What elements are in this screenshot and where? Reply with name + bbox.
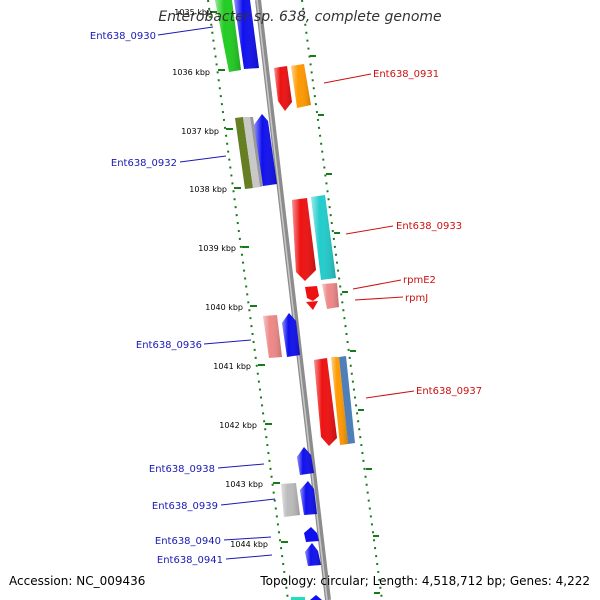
gene-arrow-olive[interactable] (235, 117, 253, 189)
leader-0941 (225, 554, 273, 560)
gene-arrow-red-tiny[interactable] (306, 301, 318, 310)
kbp-label-1038: 1038 kbp (189, 185, 227, 194)
leader-0939 (220, 498, 276, 506)
gene-arrow-blue[interactable] (310, 595, 322, 600)
leader-0932 (179, 155, 227, 163)
gene-label-rpmE2[interactable]: rpmE2 (403, 275, 436, 286)
leader-rpmJ (354, 296, 404, 301)
gene-label-0939[interactable]: Ent638_0939 (152, 501, 218, 512)
gene-label-0932[interactable]: Ent638_0932 (111, 158, 177, 169)
gene-label-rpmJ[interactable]: rpmJ (405, 293, 428, 304)
gene-arrow-blue-shade (282, 313, 300, 357)
gene-block-rpm[interactable] (305, 283, 339, 310)
gene-block-0940[interactable] (304, 527, 319, 542)
gene-labels-red: Ent638_0931 Ent638_0933 rpmE2 rpmJ Ent63… (373, 69, 482, 397)
topology-text: Topology: circular; Length: 4,518,712 bp… (260, 574, 590, 588)
gene-arrow-gray-shade (281, 483, 300, 517)
leader-0936 (203, 339, 252, 345)
leader-0937 (365, 390, 415, 399)
gene-arrow-steelblue[interactable] (339, 356, 355, 444)
left-dotted-rail (207, 0, 289, 600)
kbp-label-1035: 1035 kbp (174, 8, 212, 17)
gene-arrow-green-shade (215, 0, 241, 72)
gene-arrow-blue-shade (234, 0, 259, 69)
gene-arrow-orange-shade (291, 64, 311, 108)
gene-block-0931[interactable] (274, 64, 311, 111)
kbp-label-1036: 1036 kbp (172, 68, 210, 77)
kbp-label-1041: 1041 kbp (213, 362, 251, 371)
gene-arrow-red-shade (274, 66, 292, 111)
leader-0930 (157, 26, 214, 36)
kbp-label-1037: 1037 kbp (181, 127, 219, 136)
gene-arrow-pink-shade (263, 315, 282, 358)
gene-arrow-blue-shade (305, 543, 321, 566)
kbp-label-1039: 1039 kbp (198, 244, 236, 253)
gene-block-0941[interactable] (305, 543, 321, 566)
genome-axis (255, 0, 331, 600)
gene-label-0936[interactable]: Ent638_0936 (136, 340, 202, 351)
gene-arrow-red-small[interactable] (305, 286, 319, 301)
gene-arrow-blue[interactable] (304, 527, 319, 542)
gene-label-0937[interactable]: Ent638_0937 (416, 386, 482, 397)
gene-arrow-blue-shade (297, 447, 314, 475)
gene-label-0940[interactable]: Ent638_0940 (155, 536, 221, 547)
right-dotted-rail (301, 0, 383, 600)
gene-block-0930[interactable] (215, 0, 259, 72)
leader-0938 (217, 463, 265, 469)
gene-block-0936[interactable] (263, 313, 300, 358)
gene-arrow-gray[interactable] (250, 117, 263, 187)
accession-text: Accession: NC_009436 (9, 574, 146, 588)
gene-arrow-blue-shade (300, 481, 317, 515)
gene-label-0931[interactable]: Ent638_0931 (373, 69, 439, 80)
gene-arrow-orange-shade (331, 357, 348, 445)
leader-lines-red (323, 73, 415, 399)
gene-label-0938[interactable]: Ent638_0938 (149, 464, 215, 475)
leader-0940 (223, 536, 272, 541)
kbp-labels: 1035 kbp 1036 kbp 1037 kbp 1038 kbp 1039… (172, 8, 268, 549)
gene-arrow-blue-shade (254, 114, 277, 186)
gene-label-0930[interactable]: Ent638_0930 (90, 31, 156, 42)
page-title: Enterobacter sp. 638, complete genome (158, 9, 442, 25)
leader-lines-blue (157, 26, 276, 560)
gene-labels-blue: Ent638_0930 Ent638_0932 Ent638_0936 Ent6… (90, 31, 223, 566)
genome-axis-highlight (256, 0, 328, 600)
gene-label-0933[interactable]: Ent638_0933 (396, 221, 462, 232)
gene-block-bottom[interactable] (291, 595, 322, 600)
right-tick-marks (310, 55, 380, 594)
gene-arrow-cyan[interactable] (291, 597, 305, 600)
gene-arrow-pink-shade (322, 283, 339, 309)
gene-block-0939[interactable] (281, 481, 317, 517)
kbp-label-1044: 1044 kbp (230, 540, 268, 549)
gene-label-0941[interactable]: Ent638_0941 (157, 555, 223, 566)
kbp-label-1040: 1040 kbp (205, 303, 243, 312)
gene-arrow-light-gray[interactable] (243, 117, 260, 188)
gene-block-0937[interactable] (314, 356, 355, 446)
gene-arrow-red-shade (314, 358, 337, 446)
leader-0931 (323, 73, 372, 84)
gene-arrow-red-shade (292, 198, 316, 281)
leader-rpmE2 (352, 279, 402, 290)
kbp-label-1042: 1042 kbp (219, 421, 257, 430)
gene-block-0932[interactable] (235, 114, 277, 189)
kbp-label-1043: 1043 kbp (225, 480, 263, 489)
leader-0933 (345, 225, 394, 235)
gene-block-0938[interactable] (297, 447, 314, 475)
left-tick-marks (210, 11, 288, 543)
gene-block-0933[interactable] (292, 195, 336, 281)
gene-arrow-cyan-shade (311, 195, 336, 280)
